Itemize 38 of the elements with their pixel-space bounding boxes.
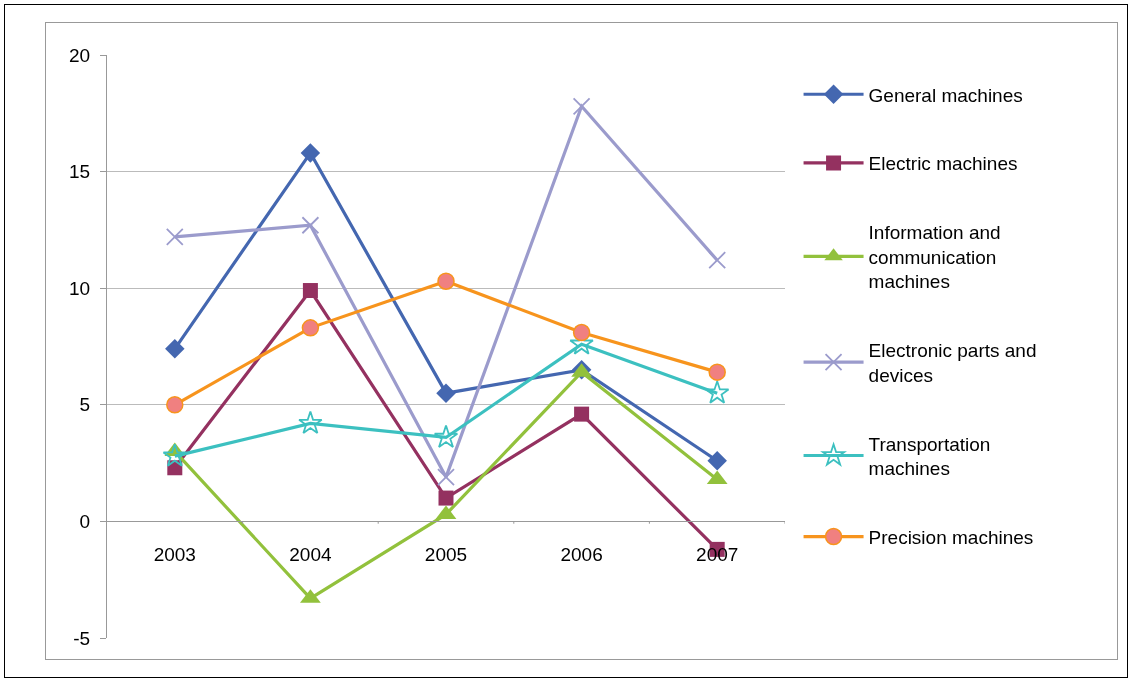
x-tick-label: 2007 xyxy=(696,544,739,566)
point xyxy=(301,319,320,337)
point xyxy=(433,424,459,448)
point xyxy=(707,451,727,471)
point xyxy=(166,396,184,414)
point xyxy=(300,143,321,163)
y-tick-label: 0 xyxy=(79,511,91,533)
x-tick-label: 2006 xyxy=(560,544,603,566)
x-tick-label: 2005 xyxy=(424,544,468,566)
legend-label: Electronic parts and devices xyxy=(868,340,1037,386)
point xyxy=(162,443,188,467)
point xyxy=(572,323,591,342)
y-tick-label: 20 xyxy=(69,44,91,66)
point xyxy=(302,283,318,299)
point xyxy=(437,468,455,486)
y-tick-label: 15 xyxy=(69,161,91,183)
point xyxy=(708,363,726,381)
point xyxy=(438,490,454,506)
point xyxy=(437,272,455,290)
point xyxy=(165,228,184,246)
point xyxy=(708,251,727,270)
legend-label: Electric machines xyxy=(868,153,1018,175)
point xyxy=(165,339,185,359)
point xyxy=(436,383,456,403)
y-tick-label: 5 xyxy=(79,394,91,416)
y-tick-label: -5 xyxy=(73,627,91,649)
legend-label: Information and communication machines xyxy=(868,222,1001,293)
legend-label: General machines xyxy=(868,84,1023,106)
y-tick-label: 10 xyxy=(69,277,91,299)
x-tick-label: 2004 xyxy=(289,544,332,566)
x-tick-label: 2003 xyxy=(153,544,196,566)
point xyxy=(298,410,323,434)
point xyxy=(704,380,730,404)
legend-label: Precision machines xyxy=(868,526,1034,548)
point xyxy=(574,406,590,422)
point xyxy=(572,97,591,116)
legend-label: Transportation machines xyxy=(868,433,991,480)
point xyxy=(301,216,320,235)
